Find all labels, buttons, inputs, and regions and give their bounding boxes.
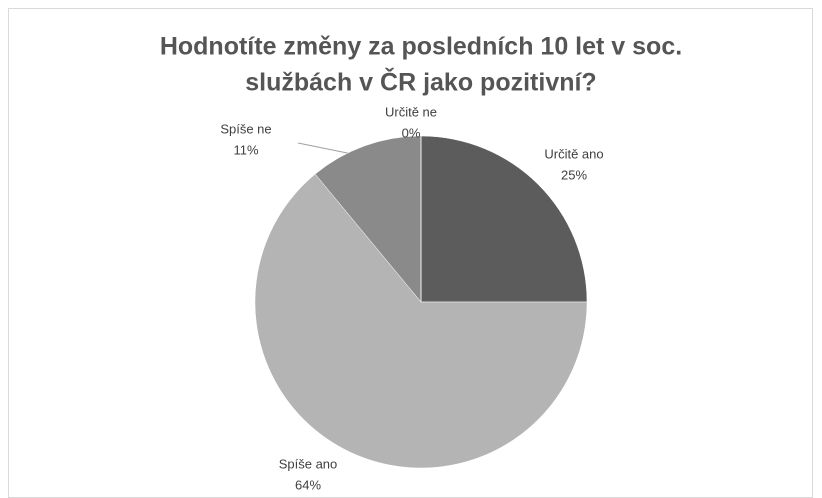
slice-value-label: 0% <box>402 125 421 140</box>
pie-slice <box>314 135 422 303</box>
pie-slice <box>420 135 588 303</box>
slice-label: Spíše ne <box>220 121 271 136</box>
pie-slice <box>254 173 588 469</box>
slice-value-label: 64% <box>295 477 321 492</box>
slice-label: Určitě ne <box>385 104 437 119</box>
chart-title: Hodnotíte změny za posledních 10 let v s… <box>160 33 682 61</box>
chart-title: službách v ČR jako pozitivní? <box>245 67 596 97</box>
slice-label: Určitě ano <box>544 146 603 161</box>
slice-label: Spíše ano <box>279 456 338 471</box>
slice-value-label: 25% <box>561 167 587 182</box>
slice-value-label: 11% <box>233 142 258 157</box>
